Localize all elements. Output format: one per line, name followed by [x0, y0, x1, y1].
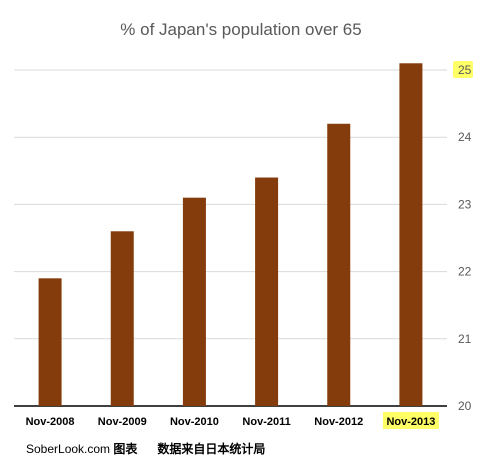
x-tick-label: Nov-2008	[26, 416, 75, 428]
y-tick-label: 25	[458, 63, 472, 77]
bar	[182, 197, 206, 406]
y-tick-label: 24	[458, 130, 472, 144]
category-highlight	[382, 412, 439, 429]
x-tick-label: Nov-2010	[170, 416, 219, 428]
x-tick-label: Nov-2013	[386, 416, 435, 428]
footer: SoberLook.com 图表 数据来自日本统计局	[26, 440, 265, 457]
bar	[110, 231, 134, 406]
y-tick-label: 23	[458, 197, 472, 211]
tick-highlight	[453, 61, 473, 78]
x-tick-label: Nov-2009	[98, 416, 147, 428]
y-tick-label: 21	[458, 332, 472, 346]
y-tick-label: 20	[458, 399, 472, 413]
bar	[38, 278, 62, 406]
footer-label-chart: 图表	[113, 442, 138, 456]
bar	[399, 63, 423, 406]
x-tick-label: Nov-2012	[314, 416, 363, 428]
x-tick-label: Nov-2011	[242, 416, 290, 428]
bar	[255, 177, 279, 406]
chart-title: % of Japan's population over 65	[120, 20, 362, 39]
footer-label-source: 数据来自日本统计局	[157, 442, 266, 456]
y-tick-label: 22	[458, 265, 472, 279]
footer-site: SoberLook.com	[26, 442, 111, 456]
bar	[327, 123, 351, 406]
